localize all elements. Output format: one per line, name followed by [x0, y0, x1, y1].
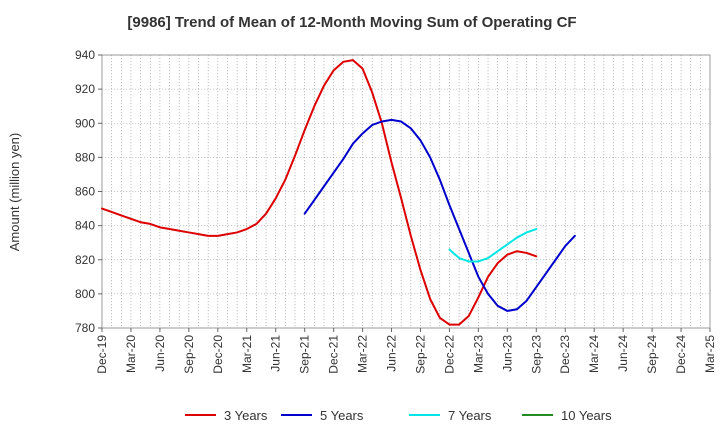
x-tick-label: Sep-20: [182, 335, 196, 374]
x-tick-label: Jun-22: [385, 335, 399, 372]
x-tick-label: Mar-23: [471, 335, 485, 373]
x-tick-label: Jun-21: [269, 335, 283, 372]
chart-title: [9986] Trend of Mean of 12-Month Moving …: [127, 14, 576, 31]
x-tick-label: Mar-22: [356, 335, 370, 373]
x-tick-label: Mar-20: [124, 335, 138, 373]
x-tick-label: Mar-25: [703, 335, 717, 373]
series-line-7-years: [448, 228, 538, 263]
y-tick-label: 880: [75, 150, 95, 164]
series-layer: [101, 59, 576, 326]
y-axis-label: Amount (million yen): [7, 133, 22, 252]
x-tick-label: Mar-24: [587, 335, 601, 373]
legend-label: 5 Years: [320, 408, 364, 423]
y-tick-label: 900: [75, 116, 95, 130]
legend-label: 7 Years: [448, 408, 492, 423]
x-tick-label: Jun-24: [616, 335, 630, 372]
series-line-3-years: [101, 59, 538, 326]
x-tick-label: Jun-20: [153, 335, 167, 372]
x-tick-label: Dec-23: [558, 335, 572, 374]
y-tick-label: 920: [75, 82, 95, 96]
x-tick-label: Dec-19: [95, 335, 109, 374]
x-tick-label: Sep-22: [413, 335, 427, 374]
x-axis: Dec-19 Mar-20 Jun-20 Sep-20 Dec-20 Mar-21 Jun-…: [95, 328, 717, 374]
series-line-5-years: [303, 118, 576, 312]
legend-label: 3 Years: [224, 408, 268, 423]
x-tick-label: Sep-23: [529, 335, 543, 374]
x-tick-label: Mar-21: [240, 335, 254, 373]
y-tick-label: 820: [75, 253, 95, 267]
x-tick-label: Dec-21: [327, 335, 341, 374]
legend-label: 10 Years: [561, 408, 612, 423]
x-tick-label: Dec-20: [211, 335, 225, 374]
x-tick-label: Jun-23: [500, 335, 514, 372]
y-tick-label: 780: [75, 321, 95, 335]
y-axis: 780 800 820 840 860 880 900 920 940: [75, 48, 102, 335]
x-tick-label: Dec-24: [674, 335, 688, 374]
x-tick-label: Dec-22: [442, 335, 456, 374]
x-tick-label: Sep-21: [298, 335, 312, 374]
y-tick-label: 940: [75, 48, 95, 62]
y-tick-label: 840: [75, 219, 95, 233]
legend: 3 Years 5 Years 7 Years 10 Years: [185, 408, 612, 423]
x-tick-label: Sep-24: [645, 335, 659, 374]
grid: [102, 55, 710, 328]
y-tick-label: 860: [75, 185, 95, 199]
y-tick-label: 800: [75, 287, 95, 301]
